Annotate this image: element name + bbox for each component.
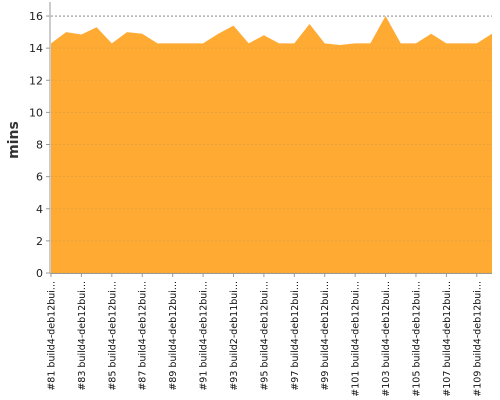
x-tick-label: #91 build4-deb12bui...: [199, 281, 210, 391]
x-tick-label: #101 build4-deb12bui...: [351, 281, 362, 397]
y-tick-label: 12: [29, 74, 43, 87]
y-axis-title: mins: [6, 121, 22, 159]
x-tick-label: #89 build4-deb12bui...: [168, 281, 179, 391]
y-tick-label: 16: [29, 10, 43, 23]
x-tick-label: #103 build4-deb12bui...: [381, 281, 392, 397]
x-tick-label: #97 build4-deb12bui...: [290, 281, 301, 391]
x-tick-label: #95 build4-deb12bui...: [259, 281, 270, 391]
x-tick-label: #93 build2-deb11bui...: [229, 281, 240, 391]
y-tick-label: 6: [36, 171, 43, 184]
x-tick-label: #85 build4-deb12bui...: [107, 281, 118, 391]
x-tick-label: #99 build4-deb12bui...: [320, 281, 331, 391]
y-tick-label: 4: [36, 203, 43, 216]
y-tick-label: 10: [29, 106, 43, 119]
y-axis-ticks: 0 2 4 6 8 10 12 14 16: [29, 10, 50, 280]
x-tick-label: #83 build4-deb12bui...: [77, 281, 88, 391]
y-tick-label: 14: [29, 42, 43, 55]
y-tick-label: 0: [36, 267, 43, 280]
y-tick-label: 8: [36, 139, 43, 152]
x-tick-label: #107 build4-deb12bui...: [442, 281, 453, 397]
x-tick-label: #87 build4-deb12bui...: [138, 281, 149, 391]
x-tick-label: #105 build4-deb12bui...: [411, 281, 422, 397]
x-axis-ticks: #81 build4-deb12bui... #83 build4-deb12bu…: [47, 273, 483, 397]
x-tick-label: #109 build4-deb12bui...: [472, 281, 483, 397]
x-tick-label: #81 build4-deb12bui...: [47, 281, 58, 391]
y-tick-label: 2: [36, 235, 43, 248]
